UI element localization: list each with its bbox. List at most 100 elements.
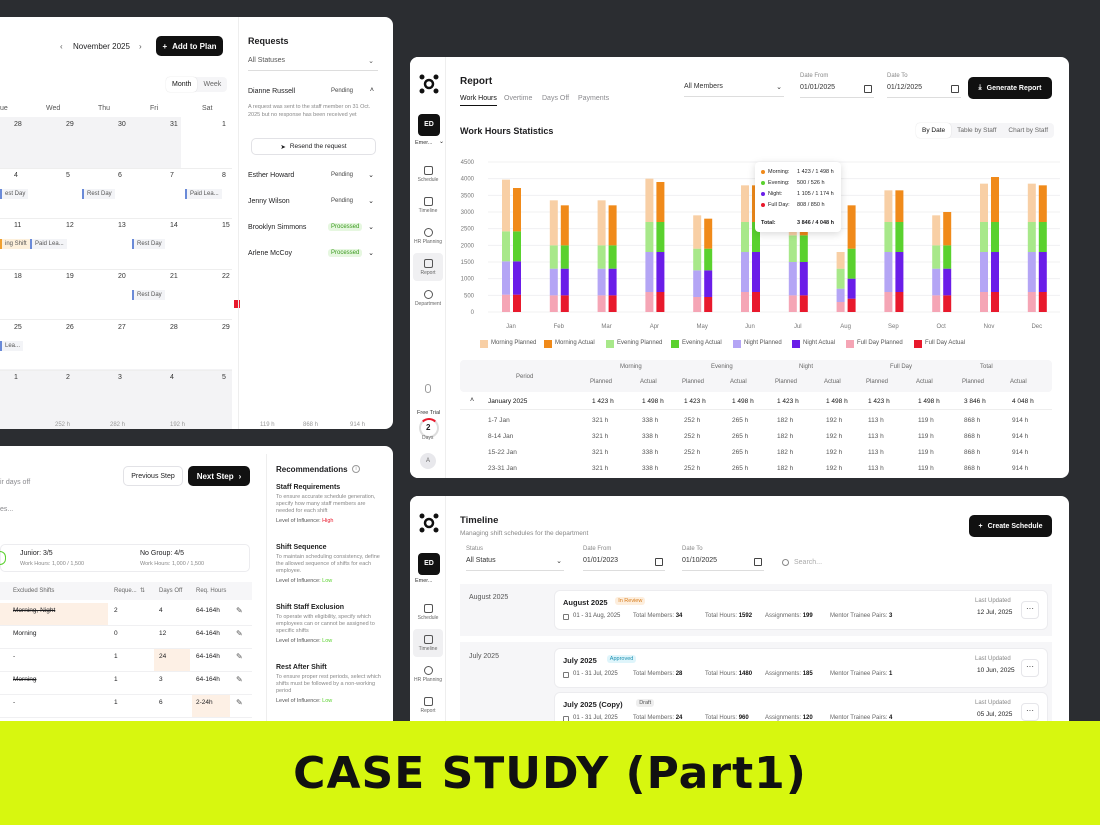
collapse-chevron-icon[interactable]: ˄ bbox=[470, 397, 475, 404]
more-options-icon[interactable]: ··· bbox=[1021, 659, 1039, 677]
calendar-day[interactable]: 14 bbox=[170, 222, 178, 229]
calendar-day[interactable]: 29 bbox=[222, 324, 230, 331]
nav-department[interactable]: Department bbox=[413, 284, 443, 312]
bar-segment-actual-m[interactable] bbox=[847, 205, 856, 249]
bar-segment-planned-n[interactable] bbox=[502, 261, 510, 295]
bar-segment-actual-fd[interactable] bbox=[799, 295, 808, 312]
calendar-day[interactable]: 22 bbox=[222, 273, 230, 280]
nav-schedule[interactable]: Schedule bbox=[413, 160, 443, 188]
bar-segment-actual-m[interactable] bbox=[895, 190, 904, 222]
bar-segment-actual-m[interactable] bbox=[943, 212, 952, 246]
calendar-day[interactable]: 31 bbox=[170, 121, 178, 128]
calendar-day[interactable]: 1 bbox=[14, 374, 18, 381]
chevron-down-icon[interactable]: ⌄ bbox=[368, 224, 374, 231]
bar-segment-actual-e[interactable] bbox=[1038, 222, 1047, 252]
event-rest-day[interactable]: Rest Day bbox=[132, 239, 165, 249]
bar-segment-planned-e[interactable] bbox=[549, 245, 558, 269]
event-shift[interactable]: ing Shift bbox=[0, 239, 30, 249]
bar-segment-planned-n[interactable] bbox=[645, 252, 654, 292]
bar-segment-actual-fd[interactable] bbox=[513, 294, 521, 312]
bar-segment-planned-e[interactable] bbox=[693, 248, 702, 271]
bar-segment-planned-m[interactable] bbox=[932, 215, 941, 246]
bar-segment-planned-n[interactable] bbox=[980, 252, 988, 292]
search-input[interactable]: Search... bbox=[794, 559, 823, 566]
next-step-button[interactable]: Next Step › bbox=[188, 466, 250, 486]
bar-segment-planned-n[interactable] bbox=[932, 268, 941, 296]
bar-segment-actual-fd[interactable] bbox=[656, 292, 665, 312]
calendar-day[interactable]: 18 bbox=[14, 273, 22, 280]
edit-icon[interactable]: ✎ bbox=[236, 629, 243, 638]
bar-segment-actual-m[interactable] bbox=[704, 218, 713, 249]
bar-segment-planned-n[interactable] bbox=[1027, 252, 1036, 292]
bar-segment-actual-e[interactable] bbox=[560, 245, 569, 269]
nav-report[interactable]: Report bbox=[413, 691, 443, 719]
bar-segment-planned-n[interactable] bbox=[788, 262, 797, 296]
bar-segment-planned-fd[interactable] bbox=[502, 294, 510, 312]
bar-segment-planned-m[interactable] bbox=[645, 178, 654, 222]
nav-schedule[interactable]: Schedule bbox=[413, 598, 443, 626]
bar-segment-planned-fd[interactable] bbox=[645, 292, 654, 312]
bar-segment-actual-n[interactable] bbox=[847, 278, 856, 299]
bar-segment-planned-n[interactable] bbox=[597, 268, 606, 296]
profile-avatar[interactable]: A bbox=[420, 453, 436, 469]
date-from-field[interactable]: Date From 01/01/2023 bbox=[583, 546, 665, 571]
resend-request-button[interactable]: ➤ Resend the request bbox=[251, 138, 376, 155]
bar-segment-planned-n[interactable] bbox=[549, 268, 558, 296]
bar-segment-actual-e[interactable] bbox=[847, 248, 856, 279]
bar-segment-planned-e[interactable] bbox=[1027, 222, 1036, 252]
bar-segment-actual-n[interactable] bbox=[1038, 252, 1047, 292]
event-paid-leave[interactable]: Paid Lea... bbox=[185, 189, 222, 199]
bar-segment-actual-e[interactable] bbox=[895, 222, 904, 252]
bar-segment-actual-e[interactable] bbox=[513, 231, 521, 262]
members-select[interactable]: All Members ⌄ bbox=[684, 83, 784, 97]
calendar-day[interactable]: 26 bbox=[66, 324, 74, 331]
calendar-day[interactable]: 27 bbox=[118, 324, 126, 331]
edit-icon[interactable]: ✎ bbox=[236, 698, 243, 707]
bar-segment-planned-fd[interactable] bbox=[884, 292, 893, 312]
calendar-day[interactable]: 5 bbox=[66, 172, 70, 179]
user-name[interactable]: Emer... bbox=[415, 140, 433, 146]
bar-segment-planned-fd[interactable] bbox=[549, 295, 558, 312]
calendar-day[interactable]: 5 bbox=[222, 374, 226, 381]
bar-segment-planned-e[interactable] bbox=[502, 231, 510, 262]
edit-icon[interactable]: ✎ bbox=[236, 675, 243, 684]
calendar-day[interactable]: 19 bbox=[66, 273, 74, 280]
event-leave[interactable]: Lea... bbox=[0, 341, 24, 351]
bar-segment-planned-fd[interactable] bbox=[741, 292, 749, 312]
bar-segment-actual-m[interactable] bbox=[513, 188, 521, 232]
calendar-day[interactable]: 8 bbox=[222, 172, 226, 179]
view-month-tab[interactable]: Month bbox=[166, 77, 198, 92]
bar-segment-planned-n[interactable] bbox=[884, 252, 893, 292]
bar-segment-planned-m[interactable] bbox=[597, 200, 606, 246]
bar-segment-planned-n[interactable] bbox=[836, 288, 845, 302]
view-week-tab[interactable]: Week bbox=[203, 81, 222, 88]
more-options-icon[interactable]: ··· bbox=[1021, 703, 1039, 721]
bar-segment-actual-m[interactable] bbox=[991, 177, 999, 222]
bar-segment-actual-e[interactable] bbox=[991, 222, 999, 252]
view-by-date[interactable]: By Date bbox=[916, 123, 952, 138]
chevron-down-icon[interactable]: ˄ bbox=[369, 87, 374, 94]
view-chart-by-staff[interactable]: Chart by Staff bbox=[1008, 127, 1049, 134]
calendar-day[interactable]: 11 bbox=[14, 222, 22, 229]
bar-segment-actual-n[interactable] bbox=[799, 262, 808, 296]
edit-icon[interactable]: ✎ bbox=[236, 652, 243, 661]
edit-icon[interactable]: ✎ bbox=[236, 606, 243, 615]
bar-segment-actual-n[interactable] bbox=[656, 252, 665, 292]
bar-segment-actual-n[interactable] bbox=[752, 252, 760, 292]
requests-status-filter[interactable]: All Statuses ⌄ bbox=[248, 57, 378, 71]
bar-segment-planned-m[interactable] bbox=[884, 190, 893, 222]
bar-segment-planned-fd[interactable] bbox=[693, 297, 702, 312]
schedule-card[interactable]: July 2025 Approved 01 - 31 Jul, 2025 Total … bbox=[554, 648, 1048, 688]
date-from-field[interactable]: Date From 01/01/2025 bbox=[800, 73, 874, 98]
calendar-day[interactable]: 29 bbox=[66, 121, 74, 128]
bar-segment-planned-m[interactable] bbox=[693, 215, 702, 249]
bar-segment-planned-e[interactable] bbox=[597, 245, 606, 269]
bar-segment-planned-n[interactable] bbox=[741, 252, 749, 292]
bar-segment-planned-m[interactable] bbox=[741, 185, 749, 222]
user-avatar[interactable]: ED bbox=[418, 114, 440, 136]
bar-segment-planned-e[interactable] bbox=[836, 268, 845, 289]
calendar-day[interactable]: 12 bbox=[66, 222, 74, 229]
bar-segment-planned-e[interactable] bbox=[788, 235, 797, 262]
bar-segment-planned-m[interactable] bbox=[1027, 183, 1036, 222]
event-paid-leave[interactable]: Paid Lea... bbox=[30, 239, 67, 249]
